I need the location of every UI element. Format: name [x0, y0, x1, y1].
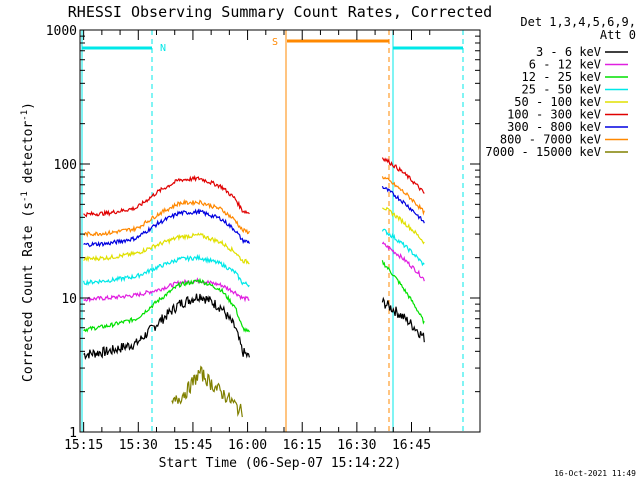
legend-label: 800 - 7000 keV: [500, 133, 601, 147]
y-tick-label: 1000: [46, 24, 77, 39]
series-layer: [83, 157, 425, 418]
x-tick-label: 16:15: [283, 438, 322, 453]
chart-title: RHESSI Observing Summary Count Rates, Co…: [68, 3, 492, 21]
series-line: [83, 208, 250, 248]
series-line-post-saa: [381, 241, 425, 282]
series-line: [83, 277, 250, 303]
saa-annotation: S: [272, 37, 278, 48]
legend-label: 100 - 300 keV: [507, 108, 601, 122]
series-line-post-saa: [382, 206, 425, 245]
legend-label: 3 - 6 keV: [536, 45, 601, 59]
series-line: [83, 174, 250, 218]
series-line: [83, 198, 250, 238]
series-line: [171, 365, 243, 418]
y-tick-label: 100: [54, 158, 77, 173]
series-line: [83, 253, 250, 288]
night-annotation: N: [160, 43, 166, 54]
legend-label: 50 - 100 keV: [514, 95, 601, 109]
legend-label: 25 - 50 keV: [522, 83, 601, 97]
legend-label: 7000 - 15000 keV: [485, 145, 601, 159]
series-line-post-saa: [381, 296, 425, 343]
x-tick-label: 15:45: [173, 438, 212, 453]
legend-title-line1: Det 1,3,4,5,6,9,: [520, 15, 636, 29]
y-tick-label: 1: [69, 426, 77, 441]
x-axis-label: Start Time (06-Sep-07 15:14:22): [159, 456, 402, 471]
legend-label: 300 - 800 keV: [507, 120, 601, 134]
y-tick-label: 10: [61, 292, 77, 307]
series-line-post-saa: [381, 260, 425, 325]
series-line-post-saa: [381, 185, 425, 224]
legend-title-line2: Att 0: [600, 28, 636, 42]
y-axis: 1 10 100 1000: [46, 24, 480, 441]
x-axis: 15:15 15:30 15:45 16:00 16:15 16:30 16:45: [64, 30, 431, 453]
series-line-post-saa: [381, 176, 425, 216]
footer-timestamp: 16-Oct-2021 11:49: [554, 469, 636, 478]
observing-bars: N S: [81, 30, 464, 432]
plot-frame: [79, 29, 481, 433]
x-tick-label: 16:30: [337, 438, 376, 453]
x-tick-label: 16:00: [228, 438, 267, 453]
legend-label: 6 - 12 keV: [529, 58, 601, 72]
series-line: [83, 277, 250, 333]
x-tick-label: 16:45: [392, 438, 431, 453]
series-line-post-saa: [381, 157, 425, 194]
series-line: [83, 232, 250, 265]
x-tick-label: 15:30: [119, 438, 158, 453]
series-line-post-saa: [381, 228, 425, 267]
legend-label: 12 - 25 keV: [522, 70, 601, 84]
series-line: [83, 293, 250, 361]
x-tick-label: 15:15: [64, 438, 103, 453]
y-axis-label: Corrected Count Rate (s-1 detector-1): [20, 102, 36, 382]
